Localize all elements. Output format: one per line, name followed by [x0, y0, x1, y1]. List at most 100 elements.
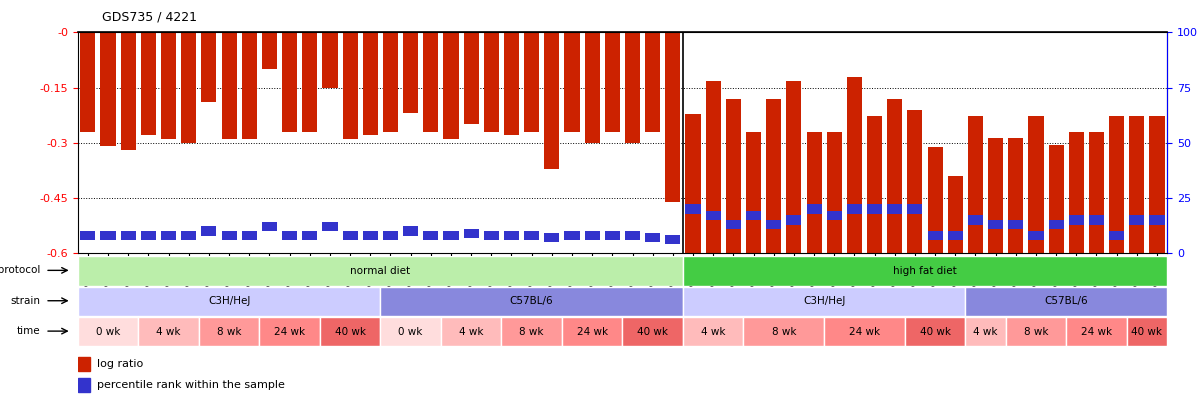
Text: 0 wk: 0 wk	[96, 327, 120, 337]
Bar	[1069, 215, 1083, 225]
Bar	[706, 81, 721, 253]
Bar	[141, 32, 156, 135]
Bar	[381, 317, 440, 346]
Bar	[604, 32, 620, 132]
Bar	[786, 81, 802, 253]
Bar	[988, 220, 1003, 229]
Text: high fat diet: high fat diet	[893, 266, 956, 276]
Text: C57BL/6: C57BL/6	[510, 296, 553, 306]
Bar	[846, 205, 862, 213]
Bar	[1008, 139, 1023, 253]
Bar	[887, 205, 903, 213]
Bar	[1129, 215, 1144, 225]
Bar	[786, 215, 802, 225]
Bar	[1129, 116, 1144, 253]
Bar	[683, 256, 1167, 286]
Bar	[686, 114, 700, 253]
Text: 40 wk: 40 wk	[919, 327, 950, 337]
Bar	[262, 222, 277, 231]
Bar	[545, 233, 559, 242]
Bar	[121, 231, 135, 240]
Bar	[463, 229, 479, 238]
Bar	[322, 222, 338, 231]
Bar	[78, 317, 139, 346]
Bar	[1089, 215, 1104, 225]
Bar	[1067, 317, 1126, 346]
Bar	[1049, 220, 1064, 229]
Bar	[666, 235, 680, 245]
Bar	[645, 233, 661, 242]
Bar	[221, 231, 237, 240]
Bar	[907, 110, 923, 253]
Bar	[645, 32, 661, 132]
Bar	[725, 220, 741, 229]
Bar	[1028, 116, 1044, 253]
Bar	[565, 32, 579, 132]
Text: 4 wk: 4 wk	[157, 327, 181, 337]
Bar	[683, 287, 965, 316]
Text: 4 wk: 4 wk	[973, 327, 998, 337]
Text: strain: strain	[11, 296, 41, 306]
Text: 24 wk: 24 wk	[274, 327, 305, 337]
Text: percentile rank within the sample: percentile rank within the sample	[97, 380, 285, 390]
Bar	[403, 226, 418, 236]
Bar	[78, 287, 381, 316]
Bar	[725, 98, 741, 253]
Bar	[1110, 116, 1124, 253]
Text: GDS735 / 4221: GDS735 / 4221	[102, 10, 196, 23]
Bar	[141, 231, 156, 240]
Bar	[260, 317, 320, 346]
Bar	[221, 32, 237, 139]
Bar	[262, 32, 277, 69]
Bar	[867, 116, 882, 253]
Bar	[584, 231, 600, 240]
Bar	[565, 231, 579, 240]
Bar	[965, 287, 1167, 316]
Bar	[928, 231, 943, 240]
Bar	[504, 32, 519, 135]
Bar	[242, 32, 257, 139]
Text: 40 wk: 40 wk	[335, 327, 365, 337]
Bar	[827, 132, 841, 253]
Bar	[1028, 231, 1044, 240]
Text: time: time	[17, 326, 41, 336]
Bar	[766, 220, 782, 229]
Bar	[181, 32, 196, 143]
Bar	[1069, 132, 1083, 253]
Text: 4 wk: 4 wk	[458, 327, 484, 337]
Bar	[363, 231, 378, 240]
Bar	[524, 231, 539, 240]
Bar	[846, 77, 862, 253]
Text: log ratio: log ratio	[97, 359, 142, 369]
Bar	[867, 205, 882, 213]
Bar	[1008, 220, 1023, 229]
Bar	[363, 32, 378, 135]
Bar	[199, 317, 260, 346]
Text: 24 wk: 24 wk	[1081, 327, 1112, 337]
Bar	[282, 231, 297, 240]
Bar	[825, 317, 905, 346]
Bar	[706, 211, 721, 220]
Bar	[928, 147, 943, 253]
Bar	[484, 231, 499, 240]
Bar	[443, 32, 458, 139]
Bar	[622, 317, 683, 346]
Bar	[968, 215, 983, 225]
Bar	[1149, 215, 1165, 225]
Bar	[101, 231, 116, 240]
Bar	[625, 231, 640, 240]
Bar	[1110, 231, 1124, 240]
Bar	[1149, 116, 1165, 253]
Bar	[1005, 317, 1067, 346]
Bar	[965, 317, 1005, 346]
Bar	[988, 139, 1003, 253]
Bar	[746, 132, 761, 253]
Bar	[766, 98, 782, 253]
Bar	[584, 32, 600, 143]
Bar	[948, 176, 962, 253]
Bar	[121, 32, 135, 150]
Bar	[683, 317, 743, 346]
Bar	[743, 317, 825, 346]
Bar	[302, 231, 317, 240]
Bar	[905, 317, 965, 346]
